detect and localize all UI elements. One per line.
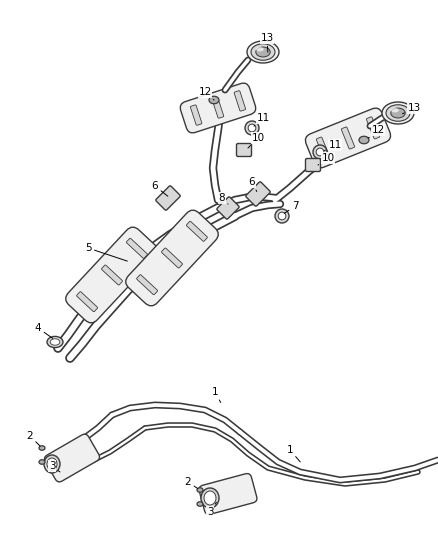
Ellipse shape xyxy=(278,212,286,220)
FancyBboxPatch shape xyxy=(77,292,98,312)
Text: 8: 8 xyxy=(219,193,228,204)
Ellipse shape xyxy=(316,148,324,156)
Ellipse shape xyxy=(391,108,399,112)
FancyBboxPatch shape xyxy=(217,197,239,219)
Text: 6: 6 xyxy=(152,181,168,196)
Ellipse shape xyxy=(245,121,259,135)
FancyBboxPatch shape xyxy=(127,238,147,259)
FancyBboxPatch shape xyxy=(137,274,158,295)
FancyBboxPatch shape xyxy=(316,137,330,159)
Text: 3: 3 xyxy=(49,461,60,472)
FancyBboxPatch shape xyxy=(156,186,180,210)
Ellipse shape xyxy=(256,47,270,57)
Ellipse shape xyxy=(359,136,369,144)
Text: 6: 6 xyxy=(249,177,257,191)
FancyBboxPatch shape xyxy=(212,98,224,118)
Ellipse shape xyxy=(39,460,45,464)
FancyBboxPatch shape xyxy=(66,227,159,323)
Text: 1: 1 xyxy=(212,387,221,402)
FancyBboxPatch shape xyxy=(102,265,123,285)
Ellipse shape xyxy=(382,102,414,124)
Ellipse shape xyxy=(313,145,327,159)
Ellipse shape xyxy=(39,446,45,450)
Ellipse shape xyxy=(247,41,279,63)
FancyBboxPatch shape xyxy=(162,248,183,268)
Ellipse shape xyxy=(251,44,275,60)
FancyBboxPatch shape xyxy=(126,210,219,306)
Ellipse shape xyxy=(386,105,410,121)
Text: 1: 1 xyxy=(287,445,300,462)
Ellipse shape xyxy=(47,458,57,470)
Text: 11: 11 xyxy=(254,113,270,126)
FancyBboxPatch shape xyxy=(305,108,391,168)
Ellipse shape xyxy=(391,108,405,118)
Text: 12: 12 xyxy=(198,87,214,100)
Ellipse shape xyxy=(47,336,63,348)
Ellipse shape xyxy=(248,124,256,132)
Text: 10: 10 xyxy=(248,133,265,148)
Text: 4: 4 xyxy=(35,323,53,338)
FancyBboxPatch shape xyxy=(234,91,246,111)
Ellipse shape xyxy=(204,491,216,505)
Text: 12: 12 xyxy=(368,125,385,138)
FancyBboxPatch shape xyxy=(199,473,257,514)
Text: 7: 7 xyxy=(284,201,298,213)
FancyBboxPatch shape xyxy=(191,105,202,125)
Text: 13: 13 xyxy=(403,103,420,114)
Ellipse shape xyxy=(44,455,60,473)
FancyBboxPatch shape xyxy=(237,143,251,157)
Ellipse shape xyxy=(197,502,203,506)
Ellipse shape xyxy=(256,47,264,52)
Text: 10: 10 xyxy=(318,153,335,165)
FancyBboxPatch shape xyxy=(187,221,207,241)
FancyBboxPatch shape xyxy=(44,434,99,482)
Text: 2: 2 xyxy=(27,431,40,446)
FancyBboxPatch shape xyxy=(180,83,256,133)
Ellipse shape xyxy=(50,339,60,345)
Text: 5: 5 xyxy=(85,243,127,261)
Ellipse shape xyxy=(197,488,203,492)
FancyBboxPatch shape xyxy=(341,127,355,149)
FancyBboxPatch shape xyxy=(367,117,380,139)
Ellipse shape xyxy=(275,209,289,223)
Text: 3: 3 xyxy=(207,502,216,517)
Text: 2: 2 xyxy=(185,477,198,488)
FancyBboxPatch shape xyxy=(305,158,321,172)
Ellipse shape xyxy=(201,488,219,508)
FancyBboxPatch shape xyxy=(246,182,270,206)
Ellipse shape xyxy=(209,96,219,104)
Text: 11: 11 xyxy=(325,140,342,151)
Text: 13: 13 xyxy=(260,33,274,52)
